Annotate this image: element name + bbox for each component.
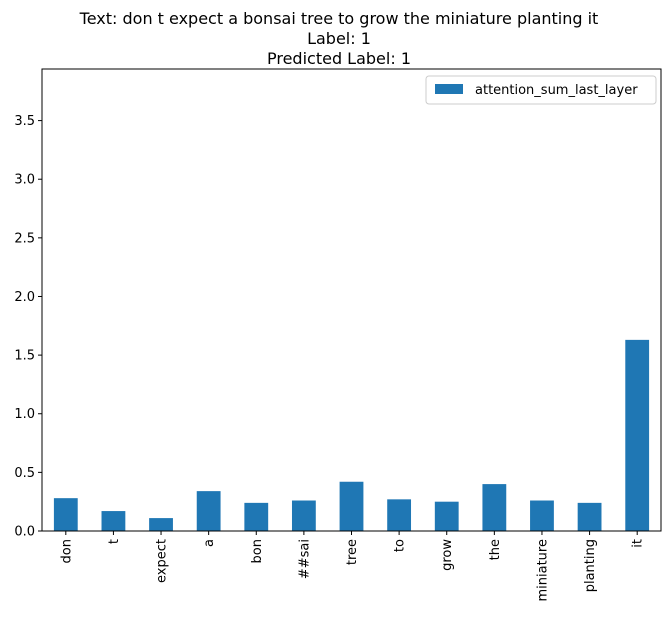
- x-tick-label: the: [488, 539, 503, 560]
- bars-layer: [53, 339, 650, 531]
- legend-box: [425, 75, 657, 105]
- bar-the: [482, 484, 507, 531]
- y-tick-label: 3.0: [14, 173, 35, 188]
- x-tick-label: expect: [155, 539, 170, 583]
- legend-label: attention_sum_last_layer: [475, 83, 638, 98]
- x-tick-label: planting: [583, 539, 598, 592]
- bar-expect: [149, 518, 173, 531]
- bar-bon: [244, 502, 269, 531]
- title-line-1: Text: don t expect a bonsai tree to grow…: [79, 9, 599, 28]
- bar-grow: [434, 501, 459, 531]
- bar-t: [101, 511, 126, 531]
- x-tick-label: bon: [250, 539, 265, 563]
- bar-to: [387, 499, 412, 531]
- y-tick-label: 2.0: [14, 290, 35, 305]
- bar-don: [53, 498, 78, 531]
- x-tick-label: grow: [440, 539, 455, 571]
- title-line-3: Predicted Label: 1: [267, 49, 411, 68]
- x-tick-label: don: [59, 539, 74, 563]
- bar-a: [196, 491, 221, 531]
- plot-frame: [41, 68, 662, 532]
- x-tick-label: ##sai: [297, 539, 312, 579]
- legend-swatch: [435, 84, 463, 94]
- bar-planting: [577, 502, 602, 531]
- x-tick-label: to: [393, 539, 408, 552]
- bar-tree: [339, 481, 364, 531]
- x-tick-label: tree: [345, 539, 360, 565]
- legend: attention_sum_last_layer: [425, 75, 657, 105]
- x-tick-label: t: [107, 539, 122, 544]
- x-axis: don t expect a bon ##sai tree to grow the miniatur…: [59, 531, 646, 602]
- x-tick-label: it: [631, 539, 646, 548]
- chart-title: Text: don t expect a bonsai tree to grow…: [79, 9, 599, 68]
- x-tick-label: miniature: [535, 539, 550, 602]
- y-axis: 0.0 0.5 1.0 1.5 2.0 2.5 3.0 3.5: [14, 114, 42, 540]
- x-tick-label: a: [202, 539, 217, 547]
- y-tick-label: 0.0: [14, 525, 35, 540]
- bar-it: [625, 339, 650, 531]
- y-tick-label: 3.5: [14, 114, 35, 129]
- y-tick-label: 1.0: [14, 407, 35, 422]
- y-tick-label: 0.5: [14, 466, 35, 481]
- y-tick-label: 1.5: [14, 349, 35, 364]
- title-line-2: Label: 1: [307, 29, 371, 48]
- bar-sai: [291, 500, 316, 531]
- y-tick-label: 2.5: [14, 231, 35, 246]
- bar-miniature: [530, 500, 554, 531]
